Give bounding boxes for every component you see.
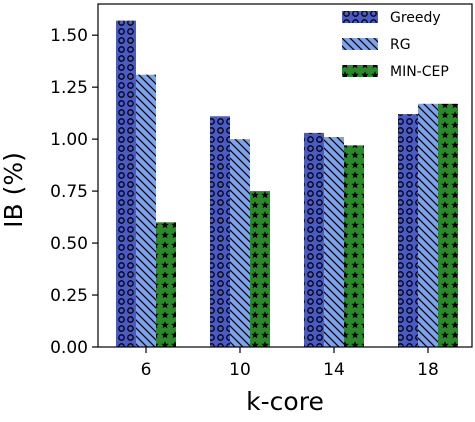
x-tick-label: 6 (141, 360, 152, 380)
y-axis: 0.00 0.25 0.50 0.75 1.00 1.25 1.50 (50, 26, 98, 358)
plot-frame (97, 3, 473, 348)
y-tick-label: 1.50 (50, 26, 88, 46)
bars-layer (116, 20, 458, 348)
y-axis-label: IB (%) (0, 152, 28, 228)
bar-rg-14 (324, 137, 344, 347)
y-tick-label: 0.00 (50, 338, 88, 358)
y-tick-label: 1.00 (50, 130, 88, 150)
x-axis: 6 10 14 18 (141, 347, 439, 380)
bar-min-cep-18 (438, 103, 458, 347)
x-tick-label: 18 (417, 360, 439, 380)
bar-greedy-10 (210, 116, 230, 347)
x-axis-label: k-core (246, 387, 324, 416)
legend-swatch-min-cep (342, 65, 378, 77)
legend-swatch-greedy (342, 11, 378, 23)
bar-rg-10 (230, 139, 250, 347)
bar-greedy-18 (398, 114, 418, 348)
bar-greedy-6 (116, 20, 136, 347)
legend: Greedy RG MIN-CEP (342, 10, 449, 80)
legend-label: Greedy (390, 10, 441, 26)
legend-label: RG (390, 37, 411, 53)
y-tick-label: 0.25 (50, 286, 88, 306)
y-tick-label: 0.50 (50, 234, 88, 254)
x-tick-label: 10 (229, 360, 251, 380)
bar-rg-6 (136, 74, 156, 348)
bar-min-cep-14 (344, 145, 364, 347)
y-tick-label: 0.75 (50, 182, 88, 202)
y-tick-label: 1.25 (50, 78, 88, 98)
x-tick-label: 14 (323, 360, 345, 380)
legend-swatch-rg (342, 38, 378, 50)
bar-greedy-14 (304, 132, 324, 347)
legend-label: MIN-CEP (390, 64, 449, 80)
bar-rg-18 (418, 103, 438, 347)
bar-min-cep-6 (156, 222, 176, 347)
bar-min-cep-10 (250, 191, 270, 347)
